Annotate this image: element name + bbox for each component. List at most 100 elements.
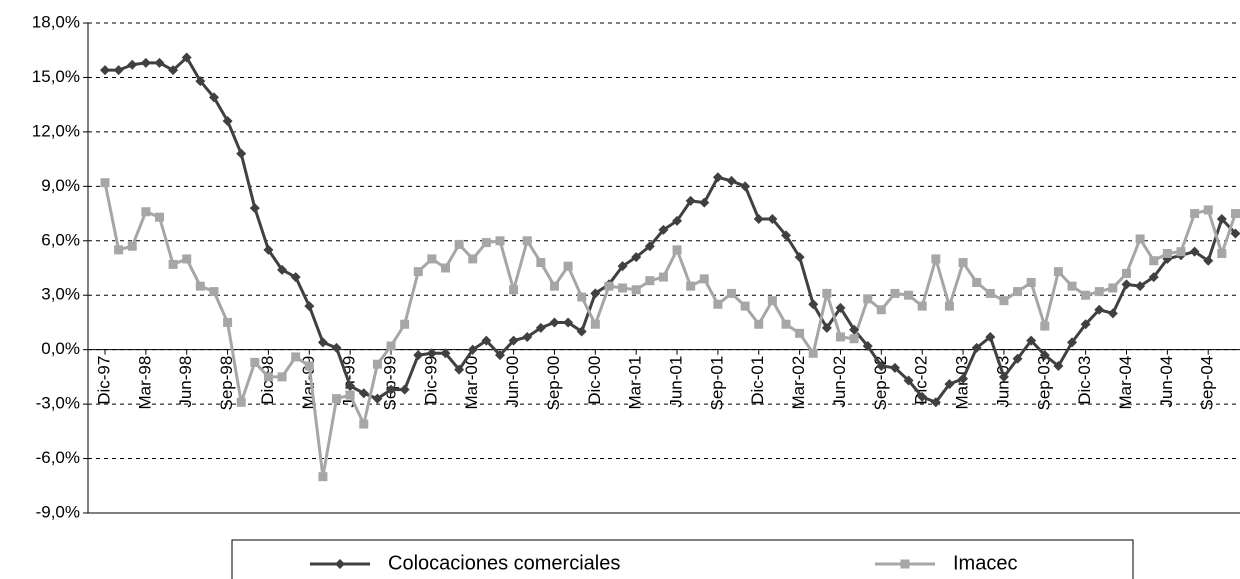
- data-point: [100, 65, 110, 76]
- data-point: [1190, 209, 1200, 219]
- x-tick-label: Dic-03: [1075, 356, 1094, 405]
- data-point: [413, 350, 424, 361]
- legend-marker: [900, 559, 910, 569]
- data-point: [631, 252, 642, 263]
- x-tick-label: Dic-97: [94, 356, 113, 405]
- data-point: [440, 348, 451, 359]
- data-point: [263, 244, 274, 255]
- data-point: [1135, 281, 1146, 292]
- data-point: [958, 258, 968, 268]
- data-point: [631, 285, 641, 295]
- y-tick-label: 9,0%: [41, 176, 80, 195]
- data-point: [359, 419, 369, 429]
- data-point: [672, 215, 683, 226]
- data-point: [1135, 234, 1145, 244]
- data-point: [332, 394, 342, 404]
- data-point: [304, 301, 315, 312]
- data-point: [944, 301, 954, 311]
- data-point: [1039, 350, 1050, 361]
- data-point: [835, 332, 845, 342]
- data-point: [658, 224, 669, 235]
- data-point: [1203, 205, 1213, 215]
- data-point: [754, 319, 764, 329]
- data-point: [400, 319, 410, 329]
- x-tick-label: Sep-03: [1034, 356, 1053, 411]
- data-point: [494, 350, 505, 361]
- data-point: [604, 281, 614, 291]
- data-point: [930, 397, 941, 408]
- data-point: [345, 390, 355, 400]
- data-point: [1176, 247, 1186, 257]
- data-point: [467, 344, 478, 355]
- data-point: [100, 178, 110, 188]
- y-tick-label: 3,0%: [41, 285, 80, 304]
- data-point: [372, 393, 383, 404]
- data-point: [1094, 287, 1104, 297]
- y-tick-label: 18,0%: [32, 12, 80, 31]
- x-tick-label: Sep-98: [217, 356, 236, 411]
- data-point: [1121, 279, 1132, 290]
- x-tick-label: Mar-01: [626, 356, 645, 410]
- data-point: [441, 263, 450, 273]
- data-point: [236, 148, 247, 159]
- x-tick-label: Mar-98: [135, 356, 154, 410]
- data-point: [290, 272, 301, 283]
- data-point: [372, 359, 382, 369]
- data-point: [509, 285, 519, 295]
- data-point: [904, 290, 914, 300]
- data-point: [713, 299, 723, 309]
- data-point: [686, 281, 696, 291]
- x-tick-label: Dic-02: [912, 356, 931, 405]
- data-point: [1067, 337, 1078, 348]
- data-point: [549, 281, 559, 291]
- x-tick-label: Dic-99: [421, 356, 440, 405]
- data-point: [1149, 256, 1159, 266]
- data-point: [767, 214, 778, 224]
- data-point: [712, 172, 723, 183]
- x-tick-label: Jun-02: [830, 356, 849, 408]
- data-point: [1012, 353, 1023, 364]
- x-tick-label: Sep-99: [381, 356, 400, 411]
- series-line: [105, 55, 1237, 405]
- data-point: [236, 397, 246, 407]
- data-point: [291, 352, 301, 362]
- data-point: [740, 181, 751, 192]
- data-point: [849, 324, 860, 335]
- data-point: [1148, 272, 1159, 283]
- data-point: [699, 274, 709, 284]
- data-point: [821, 322, 832, 333]
- data-point: [590, 319, 600, 329]
- y-tick-label: 12,0%: [32, 121, 80, 140]
- data-point: [889, 362, 900, 373]
- data-point: [318, 472, 328, 482]
- data-point: [535, 322, 546, 333]
- data-point: [223, 317, 233, 327]
- data-point: [1122, 268, 1131, 278]
- data-point: [644, 241, 655, 252]
- data-point: [931, 254, 941, 264]
- x-tick-label: Jun-03: [993, 356, 1012, 408]
- data-point: [426, 348, 437, 359]
- data-point: [141, 207, 151, 217]
- data-point: [1162, 248, 1172, 258]
- data-point: [345, 380, 356, 391]
- data-point: [903, 375, 914, 386]
- data-point: [182, 254, 192, 264]
- data-point: [1108, 283, 1118, 293]
- data-point: [998, 371, 1009, 382]
- data-point: [1189, 246, 1200, 257]
- data-point: [1053, 267, 1063, 277]
- x-tick-label: Jun-98: [176, 356, 195, 408]
- x-tick-label: Sep-01: [707, 356, 726, 411]
- data-point: [454, 364, 465, 375]
- data-point: [358, 388, 369, 399]
- y-tick-label: -9,0%: [36, 502, 80, 521]
- data-point: [563, 317, 574, 328]
- data-point: [1230, 209, 1240, 219]
- data-point: [794, 252, 805, 263]
- data-point: [181, 52, 192, 63]
- legend-marker: [335, 559, 345, 569]
- y-tick-label: 15,0%: [32, 67, 80, 86]
- data-point: [1216, 214, 1227, 224]
